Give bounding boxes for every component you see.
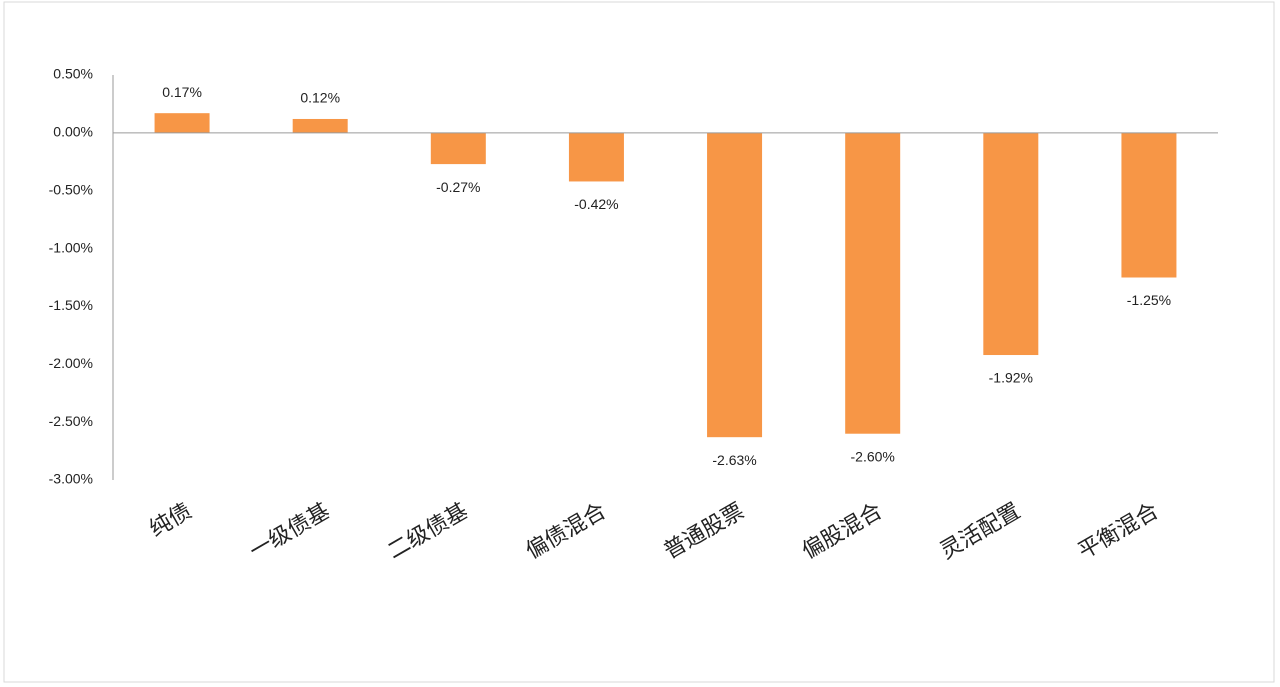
value-label: -0.42% xyxy=(574,196,618,212)
y-tick-label: -3.00% xyxy=(49,471,93,487)
y-tick-label: -1.50% xyxy=(49,297,93,313)
value-label: 0.17% xyxy=(162,84,202,100)
y-tick-label: -2.00% xyxy=(49,355,93,371)
y-tick-label: -1.00% xyxy=(49,239,93,255)
bar xyxy=(568,132,624,182)
y-tick-label: -0.50% xyxy=(49,181,93,197)
value-label: -2.63% xyxy=(712,452,756,468)
bar xyxy=(845,132,901,434)
bar xyxy=(983,132,1039,356)
chart-border xyxy=(3,1,1275,683)
y-tick-label: 0.50% xyxy=(53,66,93,82)
bar xyxy=(154,113,210,133)
value-label: 0.12% xyxy=(300,90,340,106)
bar xyxy=(292,118,348,133)
bar xyxy=(707,132,763,438)
y-tick-label: 0.00% xyxy=(53,124,93,140)
value-label: -1.25% xyxy=(1127,292,1171,308)
bar xyxy=(1121,132,1177,278)
value-label: -2.60% xyxy=(851,448,895,464)
value-label: -1.92% xyxy=(989,370,1033,386)
bar xyxy=(430,132,486,165)
value-label: -0.27% xyxy=(436,179,480,195)
y-tick-label: -2.50% xyxy=(49,413,93,429)
